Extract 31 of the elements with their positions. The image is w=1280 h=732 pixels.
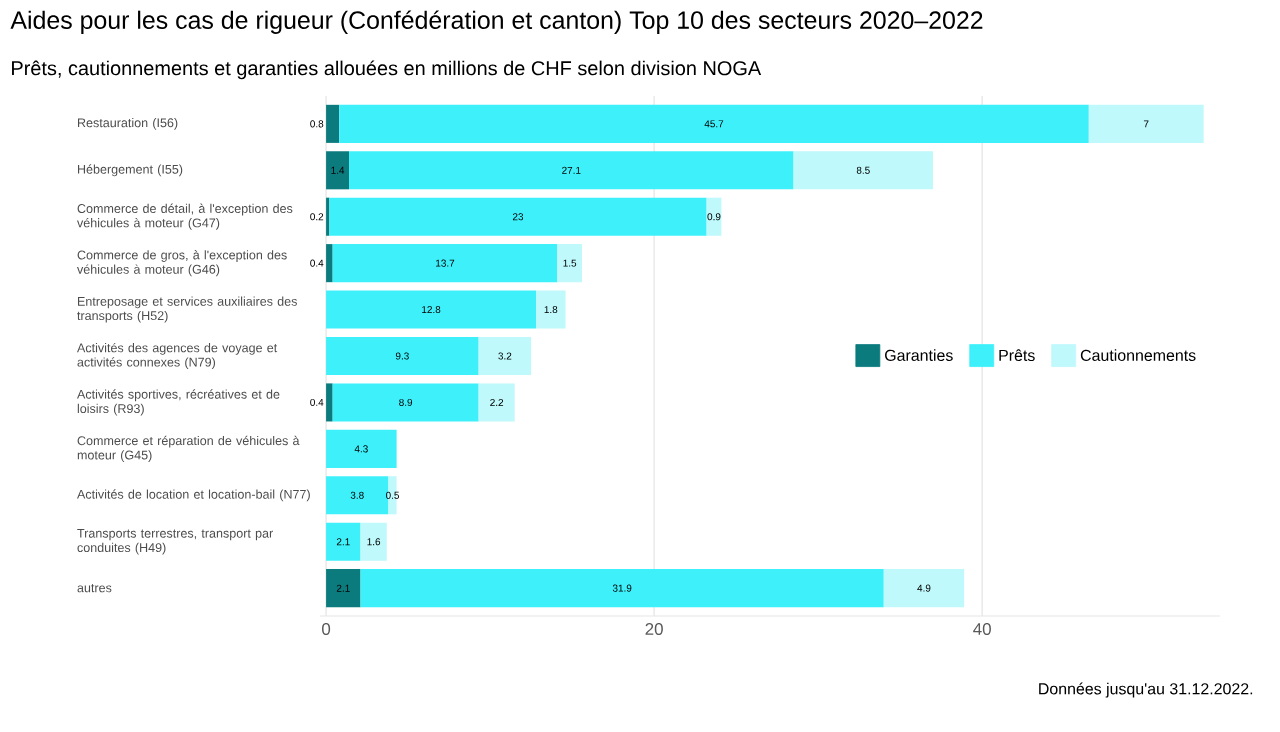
bar xyxy=(326,429,397,468)
bar xyxy=(326,104,340,143)
chart-title: Aides pour les cas de rigueur (Confédération et canton) Top 10 des secteurs 2020–2022 xyxy=(10,10,983,34)
bar xyxy=(388,476,397,515)
bar xyxy=(326,290,537,329)
bar xyxy=(326,336,479,376)
bar xyxy=(883,569,965,608)
bar xyxy=(478,336,532,376)
bar xyxy=(326,383,333,422)
bar xyxy=(332,244,558,283)
chart-subtitle: Prêts, cautionnements et garanties allouées en millions de CHF selon division NOGA xyxy=(12,60,762,80)
bar xyxy=(360,569,884,608)
bar xyxy=(478,383,515,422)
x-tick-label: 20 xyxy=(645,623,663,636)
x-tick-label: 0 xyxy=(322,623,331,636)
bar xyxy=(557,244,582,283)
bar xyxy=(326,476,389,515)
bar xyxy=(332,383,479,422)
bar xyxy=(329,197,707,236)
bar xyxy=(339,104,1089,143)
bar xyxy=(360,522,387,561)
bar xyxy=(326,244,333,283)
bar xyxy=(326,522,361,561)
bar xyxy=(326,151,350,190)
x-tick-label: 40 xyxy=(973,623,991,636)
bar xyxy=(706,197,722,236)
bar xyxy=(1088,104,1204,143)
bar xyxy=(326,569,361,608)
bar xyxy=(536,290,566,329)
bar xyxy=(349,151,794,190)
bar xyxy=(793,151,933,190)
